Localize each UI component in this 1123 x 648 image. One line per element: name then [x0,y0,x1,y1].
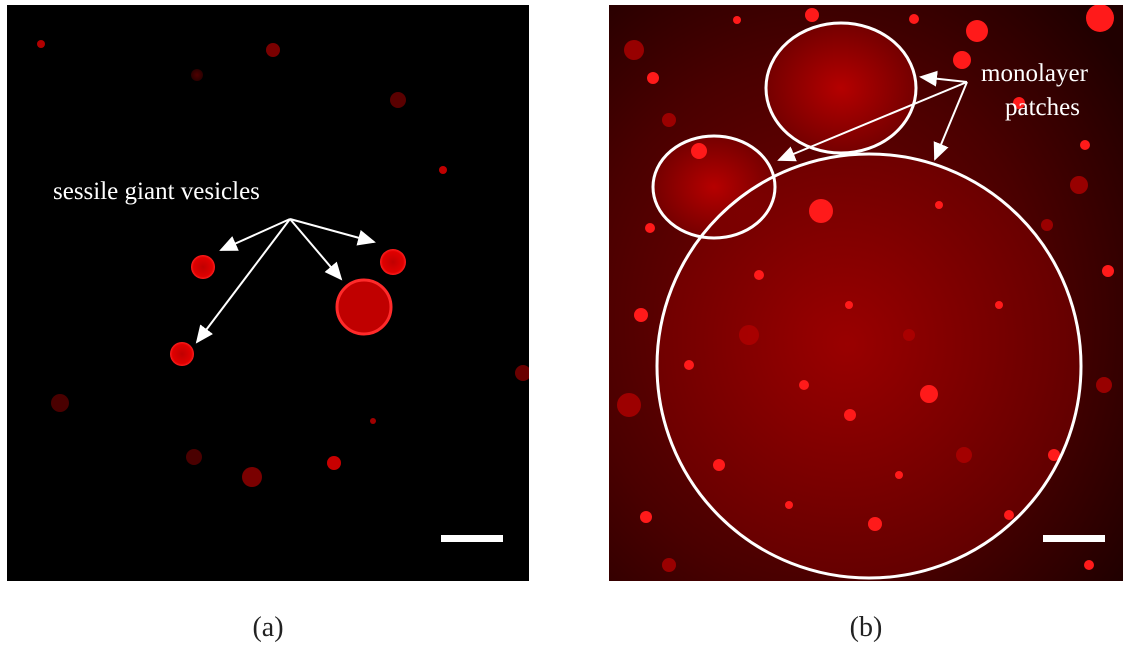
patch-outline-left [651,134,777,240]
annotation-label-b-line1: monolayer [981,60,1089,87]
droplet [956,447,972,463]
droplet [1041,219,1053,231]
monolayer-patch-fill [767,24,915,152]
droplet [1086,5,1114,32]
droplet [647,72,659,84]
droplet [713,459,725,471]
droplet [799,380,809,390]
droplet [662,558,676,572]
vesicle [186,449,202,465]
vesicle [439,166,447,174]
droplet [645,223,655,233]
droplet [953,51,971,69]
droplet [844,409,856,421]
sessile-vesicle [380,249,406,275]
droplet [1096,377,1112,393]
droplet [624,40,644,60]
droplet [634,308,648,322]
vesicle [37,40,45,48]
droplet [684,360,694,370]
droplet [1070,176,1088,194]
panel-a-caption: (a) [252,612,284,643]
scale-bar [441,535,503,542]
micrograph-b-image: monolayer patches [609,5,1123,581]
patch-outlines [651,21,1083,580]
vesicle [515,365,529,381]
droplet [1102,265,1114,277]
droplet [640,511,652,523]
patch-outline-large [655,152,1083,580]
droplet [1080,140,1090,150]
droplet [903,329,915,341]
annotation-label-a: sessile giant vesicles [53,178,260,205]
patch-outline-top [764,21,918,155]
annotation-label-b-line2: patches [1005,94,1080,121]
vesicle [327,456,341,470]
droplet [785,501,793,509]
droplet [1004,510,1014,520]
scale-bar [1043,535,1105,542]
vesicle [191,69,203,81]
vesicle [266,43,280,57]
annotation-arrows-a [195,218,376,344]
droplet [739,325,759,345]
micrograph-panel-b: monolayer patches [609,5,1123,581]
droplet [895,471,903,479]
droplet [935,201,943,209]
panel-b-caption: (b) [849,612,883,643]
droplet [662,113,676,127]
droplet [733,16,741,24]
sessile-vesicle [191,255,215,279]
vesicle [51,394,69,412]
sessile-vesicle-large [335,278,393,336]
annotation-arrows-b [777,70,968,162]
droplet [1084,560,1094,570]
droplet [966,20,988,42]
droplet-group [634,5,1114,570]
dark-background [7,5,529,581]
droplet [845,301,853,309]
droplet [805,8,819,22]
droplet [868,517,882,531]
droplet [995,301,1003,309]
droplet [1048,449,1060,461]
droplet [1013,97,1025,109]
sessile-vesicle [170,342,194,366]
monolayer-patch-fill [657,154,1081,578]
micrograph-a-image: sessile giant vesicles [7,5,529,581]
vesicle [390,92,406,108]
vesicle [242,467,262,487]
droplet [909,14,919,24]
droplet [754,270,764,280]
droplet [617,393,641,417]
vesicle [370,418,376,424]
droplet [691,143,707,159]
droplet [809,199,833,223]
dim-droplet-group [617,40,1112,572]
micrograph-panel-a: sessile giant vesicles [7,5,529,581]
droplet [920,385,938,403]
